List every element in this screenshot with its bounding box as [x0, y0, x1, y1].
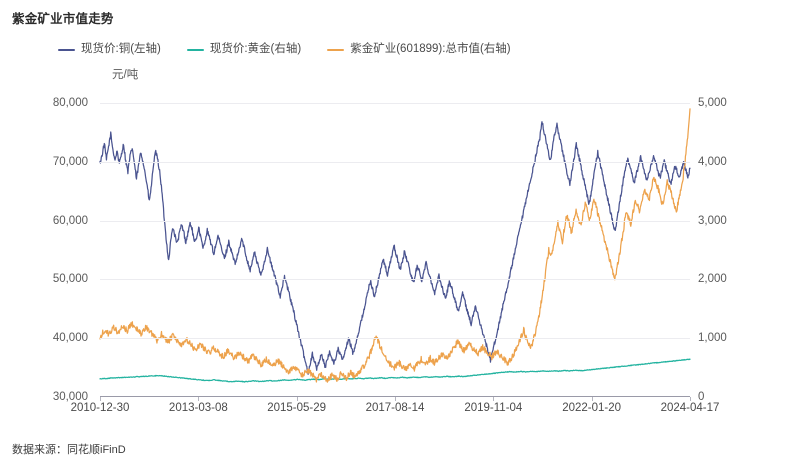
- left-axis-tick-label: 50,000: [52, 273, 88, 286]
- right-axis-tick-label: 5,000: [698, 97, 727, 109]
- right-axis-tick-label: 4,000: [698, 155, 727, 168]
- legend-color-swatch: [58, 48, 75, 51]
- legend-item-label: 现货价:铜(左轴): [81, 43, 161, 55]
- plot-area: [99, 103, 691, 401]
- left-axis-tick-label: 70,000: [52, 155, 88, 168]
- series-line: [99, 358, 691, 383]
- gridline: [100, 338, 690, 340]
- legend-item[interactable]: 现货价:黄金(右轴): [186, 43, 302, 56]
- series-line: [99, 121, 691, 375]
- x-axis-tick-mark: [198, 397, 200, 401]
- gridline: [100, 161, 690, 163]
- right-axis-labels: 0 1,000 2,000 3,000 4,000 5,000: [698, 97, 794, 403]
- right-axis-tick-label: 3,000: [698, 214, 727, 227]
- x-axis-tick-mark: [493, 397, 495, 401]
- left-axis-tick-label: 30,000: [52, 391, 88, 403]
- gridline: [100, 103, 690, 104]
- left-axis-unit-label: 元/吨: [112, 69, 139, 81]
- source-note: 数据来源：同花顺iFinD: [12, 444, 126, 456]
- legend-color-swatch: [186, 48, 204, 51]
- x-axis-baseline: [100, 396, 690, 397]
- x-axis-tick-label: 2019-11-04: [464, 402, 523, 414]
- x-axis-tick-mark: [395, 397, 396, 401]
- page-title: 紫金矿业市值走势: [12, 12, 114, 26]
- x-axis-tick-label: 2010-12-30: [70, 402, 130, 414]
- x-axis-tick-label: 2013-03-08: [168, 402, 228, 414]
- legend-color-swatch: [327, 48, 345, 51]
- legend-item-label: 紫金矿业(601899):总市值(右轴): [350, 43, 511, 55]
- legend-item[interactable]: 现货价:铜(左轴): [58, 43, 161, 56]
- x-axis-tick-mark: [690, 397, 691, 401]
- right-axis-tick-label: 0: [698, 391, 705, 403]
- right-axis-tick-label: 2,000: [698, 273, 727, 286]
- x-axis-tick-mark: [296, 397, 298, 401]
- x-axis-tick-mark: [591, 397, 593, 401]
- x-axis-tick-label: 2024-04-17: [660, 402, 720, 414]
- left-axis-tick-label: 80,000: [52, 97, 88, 109]
- x-axis-tick-label: 2015-05-29: [267, 402, 327, 414]
- x-axis-tick-label: 2017-08-14: [365, 402, 425, 414]
- right-axis-tick-label: 1,000: [698, 332, 727, 345]
- series-lines: [99, 108, 691, 383]
- series-line: [99, 108, 691, 383]
- x-axis-tick-mark: [100, 397, 101, 401]
- gridline: [100, 279, 690, 281]
- chart-legend: 现货价:铜(左轴) 现货价:黄金(右轴) 紫金矿业(601899):总市值(右轴): [58, 43, 511, 56]
- left-axis-tick-label: 40,000: [52, 332, 88, 345]
- x-axis-labels: 2010-12-30 2013-03-08 2015-05-29 2017-08-14…: [0, 402, 800, 422]
- legend-item[interactable]: 紫金矿业(601899):总市值(右轴): [327, 43, 511, 56]
- legend-item-label: 现货价:黄金(右轴): [209, 43, 302, 55]
- gridline: [100, 220, 690, 222]
- left-axis-labels: 30,000 40,000 50,000 60,000 70,000 80,000: [0, 97, 96, 403]
- left-axis-tick-label: 60,000: [52, 214, 88, 227]
- x-axis-tick-label: 2022-01-20: [562, 402, 622, 414]
